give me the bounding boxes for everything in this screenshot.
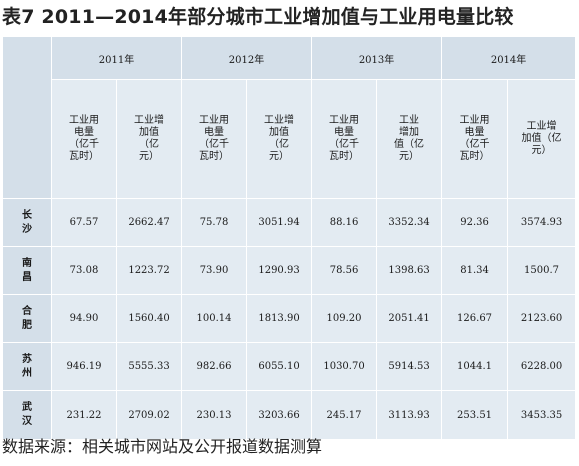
table-cell: 3352.34	[376, 198, 443, 247]
table-cell: 1813.90	[246, 294, 313, 343]
table-cell: 3051.94	[246, 198, 313, 247]
table-row: 苏 州 946.19 5555.33 982.66 6055.10 1030.7…	[2, 342, 577, 391]
table-cell: 5555.33	[115, 342, 183, 391]
table-title: 表7 2011—2014年部分城市工业增加值与工业用电量比较	[2, 6, 514, 28]
table-cell: 2123.60	[507, 294, 577, 343]
metric-header-value-added: 工业增 加值 （亿 元）	[246, 79, 313, 199]
table-cell: 94.90	[51, 294, 117, 343]
table-cell: 1223.72	[115, 246, 183, 295]
table-cell: 6055.10	[246, 342, 313, 391]
metric-header-value-added: 工业增 加值 （亿 元）	[115, 79, 183, 199]
table-cell: 946.19	[51, 342, 117, 391]
table-cell: 2051.41	[376, 294, 443, 343]
table-cell: 3574.93	[507, 198, 577, 247]
table-row: 长 沙 67.57 2662.47 75.78 3051.94 88.16 33…	[2, 198, 577, 247]
table-cell: 1500.7	[507, 246, 577, 295]
table-cell: 67.57	[51, 198, 117, 247]
year-header-2014: 2014年	[441, 36, 577, 80]
source-note: 数据来源：相关城市网站及公开报道数据测算	[2, 437, 323, 456]
city-label: 苏 州	[2, 342, 52, 391]
table-cell: 1044.1	[441, 342, 509, 391]
city-label: 长 沙	[2, 198, 52, 247]
table-cell: 982.66	[181, 342, 248, 391]
table-cell: 1030.70	[311, 342, 378, 391]
city-label: 合 肥	[2, 294, 52, 343]
table-row: 武 汉 231.22 2709.02 230.13 3203.66 245.17…	[2, 390, 577, 440]
data-table: 2011年 2012年 2013年 2014年 工业用 电量 （亿千 瓦时） 工…	[2, 36, 577, 440]
table-cell: 88.16	[311, 198, 378, 247]
metric-header-power: 工业用 电量 （亿千 瓦时）	[311, 79, 378, 199]
table-cell: 2709.02	[115, 390, 183, 440]
metric-header-row: 工业用 电量 （亿千 瓦时） 工业增 加值 （亿 元） 工业用 电量 （亿千 瓦…	[3, 79, 577, 199]
table-cell: 1290.93	[246, 246, 313, 295]
table-cell: 230.13	[181, 390, 248, 440]
table-cell: 245.17	[311, 390, 378, 440]
table-cell: 73.90	[181, 246, 248, 295]
year-header-2011: 2011年	[50, 36, 183, 80]
metric-header-value-added: 工业增 加值（亿 元）	[507, 79, 577, 199]
table-cell: 73.08	[51, 246, 117, 295]
table-cell: 109.20	[311, 294, 378, 343]
table-cell: 253.51	[441, 390, 509, 440]
year-header-row: 2011年 2012年 2013年 2014年	[2, 36, 577, 199]
table-cell: 231.22	[51, 390, 117, 440]
table-cell: 1560.40	[115, 294, 183, 343]
table-cell: 2662.47	[115, 198, 183, 247]
table-row: 南 昌 73.08 1223.72 73.90 1290.93 78.56 13…	[2, 246, 577, 295]
table-cell: 126.67	[441, 294, 509, 343]
metric-header-power: 工业用 电量 （亿千 瓦时）	[51, 79, 117, 199]
table-cell: 5914.53	[376, 342, 443, 391]
table-cell: 6228.00	[507, 342, 577, 391]
metric-header-power: 工业用 电量 （亿千 瓦时）	[441, 79, 509, 199]
year-header-2012: 2012年	[181, 36, 313, 80]
table-cell: 92.36	[441, 198, 509, 247]
table-cell: 3453.35	[507, 390, 577, 440]
table-cell: 3203.66	[246, 390, 313, 440]
city-label: 南 昌	[2, 246, 52, 295]
table-cell: 75.78	[181, 198, 248, 247]
table-cell: 1398.63	[376, 246, 443, 295]
city-label: 武 汉	[2, 390, 52, 440]
year-header-2013: 2013年	[311, 36, 443, 80]
table-cell: 100.14	[181, 294, 248, 343]
table-cell: 3113.93	[376, 390, 443, 440]
table-cell: 78.56	[311, 246, 378, 295]
table-cell: 81.34	[441, 246, 509, 295]
table-row: 合 肥 94.90 1560.40 100.14 1813.90 109.20 …	[2, 294, 577, 343]
metric-header-power: 工业用 电量 （亿千 瓦时）	[181, 79, 248, 199]
metric-header-value-added: 工业 增加 值（亿 元）	[376, 79, 443, 199]
corner-cell	[2, 36, 52, 199]
